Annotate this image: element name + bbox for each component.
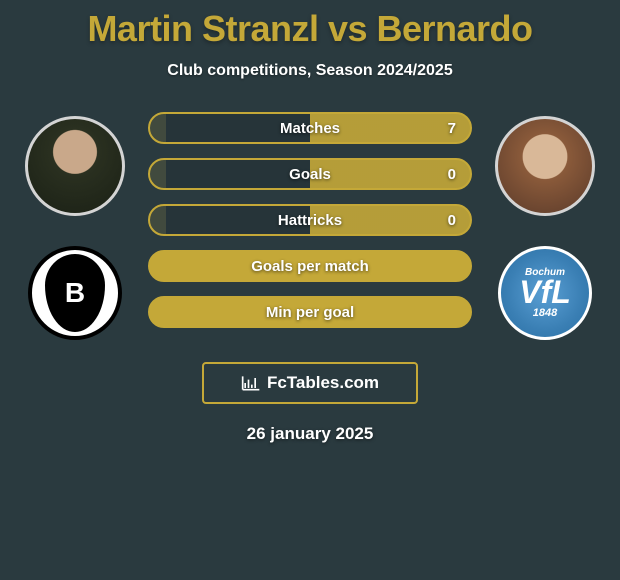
player-photo-left (25, 116, 125, 216)
comparison-card: Martin Stranzl vs Bernardo Club competit… (0, 0, 620, 444)
stat-value: 0 (448, 166, 456, 183)
stat-label: Matches (150, 120, 470, 137)
page-title: Martin Stranzl vs Bernardo (0, 8, 620, 50)
stat-bar-goals-per-match: Goals per match (148, 250, 472, 282)
subtitle: Club competitions, Season 2024/2025 (0, 62, 620, 80)
right-column: Bochum VfL 1848 (490, 112, 600, 340)
date-text: 26 january 2025 (247, 424, 374, 444)
footer-wrap: FcTables.com 26 january 2025 (0, 340, 620, 444)
stat-label: Hattricks (150, 212, 470, 229)
club-badge-right: Bochum VfL 1848 (498, 246, 592, 340)
content-row: B Matches 7 Goals 0 Hattricks 0 Goals pe… (0, 112, 620, 340)
stat-value: 7 (448, 120, 456, 137)
club-badge-left-letter: B (45, 254, 105, 332)
club-badge-left: B (28, 246, 122, 340)
stat-bar-goals: Goals 0 (148, 158, 472, 190)
player-photo-right (495, 116, 595, 216)
stat-bar-min-per-goal: Min per goal (148, 296, 472, 328)
chart-icon (241, 374, 261, 392)
stat-label: Goals (150, 166, 470, 183)
stat-bar-matches: Matches 7 (148, 112, 472, 144)
brand-text: FcTables.com (267, 373, 379, 393)
badge-right-main: VfL (519, 278, 571, 307)
badge-right-bottom: 1848 (533, 307, 557, 319)
stats-column: Matches 7 Goals 0 Hattricks 0 Goals per … (130, 112, 490, 328)
stat-bar-hattricks: Hattricks 0 (148, 204, 472, 236)
brand-box: FcTables.com (202, 362, 418, 404)
left-column: B (20, 112, 130, 340)
stat-label: Goals per match (150, 258, 470, 275)
stat-label: Min per goal (150, 304, 470, 321)
stat-value: 0 (448, 212, 456, 229)
